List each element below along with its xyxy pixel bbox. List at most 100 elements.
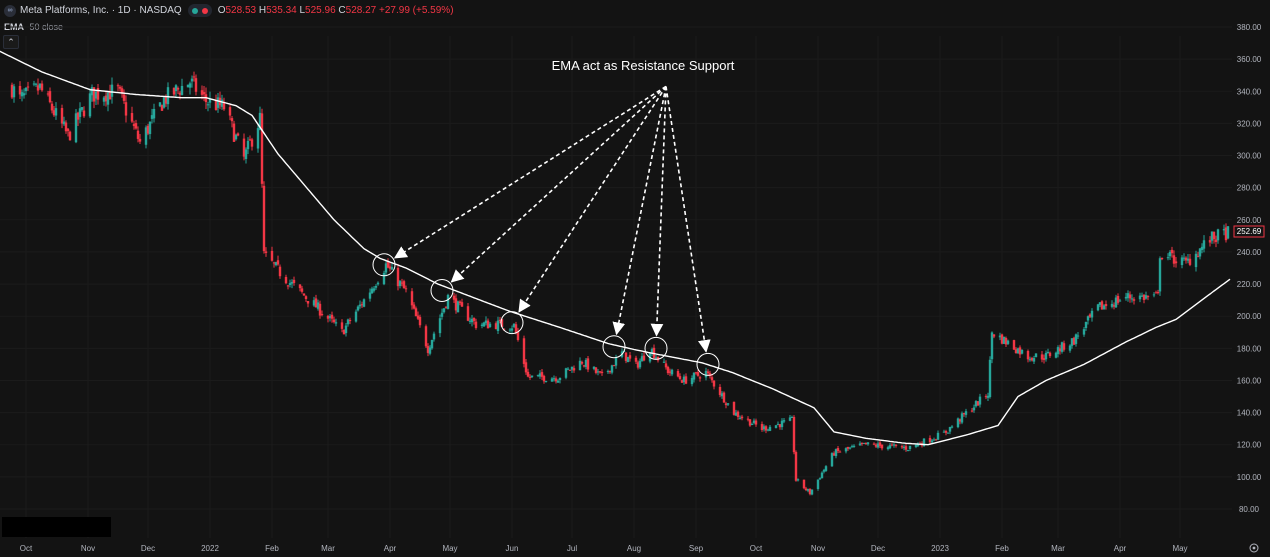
candle-body: [596, 371, 600, 373]
candle-body: [150, 115, 154, 119]
touch-circle: [696, 352, 720, 376]
candle-body: [82, 110, 86, 117]
candle-body: [570, 366, 574, 370]
candle-body: [1018, 347, 1022, 355]
candle-body: [1086, 316, 1090, 321]
symbol-title[interactable]: Meta Platforms, Inc. · 1D · NASDAQ: [20, 4, 182, 16]
candle-body: [880, 444, 884, 449]
candle-body: [692, 372, 696, 380]
candle-body: [1006, 340, 1010, 344]
candle-body: [372, 288, 376, 291]
time-axis[interactable]: Oct Nov Dec 2022 Feb Mar Apr May Jun Jul Aug Sep Oct…: [20, 544, 1188, 553]
candle-body: [914, 444, 918, 447]
candle-body: [202, 92, 206, 95]
candle-body: [144, 127, 148, 145]
candle-body: [452, 295, 456, 300]
y-tick-label: 380.00: [1237, 23, 1262, 32]
candle-body: [958, 419, 962, 422]
candle-body: [416, 315, 420, 319]
candle-body: [734, 412, 738, 416]
candle-body: [496, 320, 500, 331]
candle-body: [258, 112, 262, 130]
dashed-arrow: [518, 86, 667, 313]
candle-body: [1194, 253, 1198, 268]
candle-body: [138, 138, 142, 142]
candle-body: [48, 91, 52, 103]
candle-body: [404, 288, 408, 290]
candle-body: [568, 369, 572, 371]
candle-body: [1166, 257, 1170, 259]
price-axis[interactable]: 380.00 360.00 340.00 320.00 300.00 280.00 260.…: [1237, 23, 1262, 514]
candle-body: [780, 420, 784, 428]
candle-body: [124, 102, 128, 116]
candle-body: [304, 296, 308, 299]
candle-body: [732, 401, 736, 415]
candle-body: [1062, 343, 1066, 350]
candle-body: [666, 366, 670, 374]
candle-body: [40, 83, 44, 91]
candle-body: [1132, 299, 1136, 301]
candle-body: [930, 440, 934, 443]
candle-body: [1016, 348, 1020, 354]
candle-body: [486, 320, 490, 329]
collapse-legend-button[interactable]: ⌃: [3, 35, 19, 49]
candle-body: [370, 288, 374, 294]
candle-body: [872, 443, 876, 445]
candle-body: [956, 418, 960, 428]
candle-body: [530, 375, 534, 378]
x-tick-label: Feb: [995, 544, 1009, 553]
market-status-pill[interactable]: [187, 4, 212, 17]
candle-body: [718, 386, 722, 395]
low-label: L: [299, 4, 306, 16]
y-tick-label: 120.00: [1237, 441, 1262, 450]
candle-body: [824, 466, 828, 471]
candle-body: [860, 442, 864, 445]
candle-body: [876, 443, 880, 448]
candle-body: [1100, 301, 1104, 310]
candle-body: [594, 367, 598, 373]
candle-body: [668, 371, 672, 373]
settings-icon[interactable]: [1249, 543, 1259, 553]
candle-body: [340, 322, 344, 329]
candle-body: [858, 443, 862, 446]
candle-body: [906, 450, 910, 452]
candle-body: [960, 413, 964, 423]
candle-body: [894, 444, 898, 446]
candle-body: [552, 378, 556, 380]
candle-body: [374, 285, 378, 288]
candle-body: [690, 378, 694, 385]
y-tick-label: 80.00: [1239, 505, 1260, 514]
candle-body: [1154, 292, 1158, 294]
candle-body: [1214, 239, 1218, 242]
candle-body: [790, 417, 794, 419]
candle-body: [206, 104, 210, 106]
candle-body: [1168, 251, 1172, 257]
candle-body: [696, 372, 700, 376]
candle-body: [778, 424, 782, 428]
candle-body: [724, 403, 728, 406]
candle-body: [108, 91, 112, 100]
candle-body: [466, 306, 470, 321]
candle-body: [1070, 338, 1074, 346]
candle-body: [892, 444, 896, 446]
candle-body: [852, 445, 856, 447]
candle-body: [844, 448, 848, 452]
y-tick-label: 360.00: [1237, 55, 1262, 64]
candle-body: [598, 371, 602, 373]
candle-body: [284, 277, 288, 284]
candle-body: [928, 437, 932, 443]
candle-body: [934, 439, 938, 441]
candle-body: [330, 314, 334, 319]
candle-body: [382, 272, 386, 285]
candle-body: [302, 293, 306, 296]
candle-body: [494, 323, 498, 330]
candle-body: [516, 331, 520, 340]
candle-body: [76, 112, 80, 120]
candle-body: [1222, 229, 1226, 231]
candle-body: [180, 85, 184, 95]
candle-body: [354, 311, 358, 322]
candle-body: [356, 306, 360, 311]
candle-body: [762, 426, 766, 430]
candle-body: [608, 370, 612, 373]
